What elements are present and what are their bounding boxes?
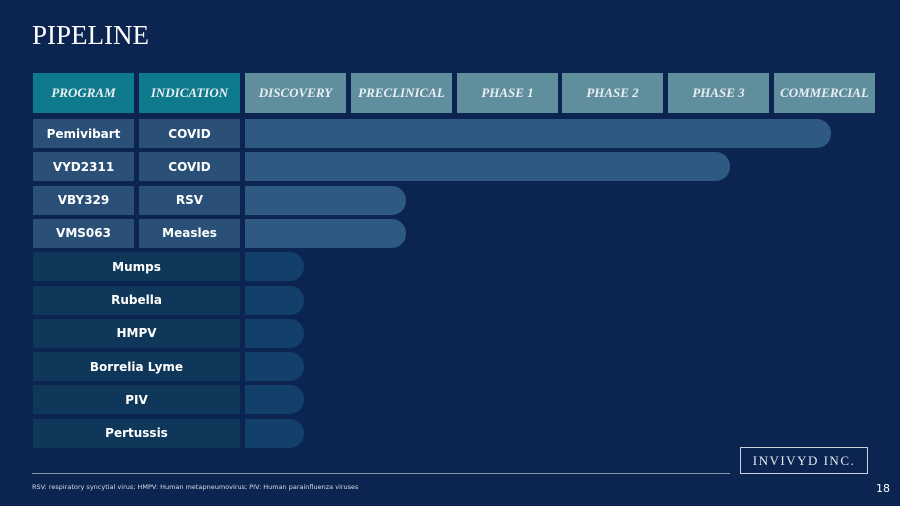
indication-cell: RSV (139, 185, 240, 215)
logo: INVIVYD INC. (740, 447, 868, 474)
indication-cell: Rubella (33, 285, 240, 315)
footnote: RSV: respiratory syncytial virus; HMPV: … (32, 483, 359, 491)
progress-bar (245, 152, 730, 182)
progress-bar (245, 318, 304, 348)
progress-bar (245, 385, 304, 415)
column-header: DISCOVERY (245, 73, 346, 113)
column-header: PHASE 3 (668, 73, 769, 113)
column-header: PROGRAM (33, 73, 134, 113)
page-number: 18 (876, 482, 890, 495)
progress-bar (245, 185, 406, 215)
program-cell: Pemivibart (33, 119, 134, 148)
progress-bar (245, 119, 831, 148)
column-header: PRECLINICAL (351, 73, 452, 113)
indication-cell: COVID (139, 119, 240, 148)
indication-cell: Measles (139, 218, 240, 248)
progress-bar (245, 218, 406, 248)
progress-bar (245, 418, 304, 448)
progress-bar (245, 252, 304, 282)
column-header: INDICATION (139, 73, 240, 113)
progress-bar (245, 285, 304, 315)
column-header: PHASE 2 (562, 73, 663, 113)
indication-cell: PIV (33, 385, 240, 415)
column-header: COMMERCIAL (774, 73, 875, 113)
indication-cell: COVID (139, 152, 240, 182)
program-cell: VMS063 (33, 218, 134, 248)
program-cell: VBY329 (33, 185, 134, 215)
indication-cell: Pertussis (33, 418, 240, 448)
indication-cell: Mumps (33, 252, 240, 282)
progress-bar (245, 352, 304, 382)
indication-cell: HMPV (33, 318, 240, 348)
indication-cell: Borrelia Lyme (33, 352, 240, 382)
column-header: PHASE 1 (457, 73, 558, 113)
slide-title: PIPELINE (32, 20, 149, 50)
program-cell: VYD2311 (33, 152, 134, 182)
footer-rule (32, 473, 730, 474)
